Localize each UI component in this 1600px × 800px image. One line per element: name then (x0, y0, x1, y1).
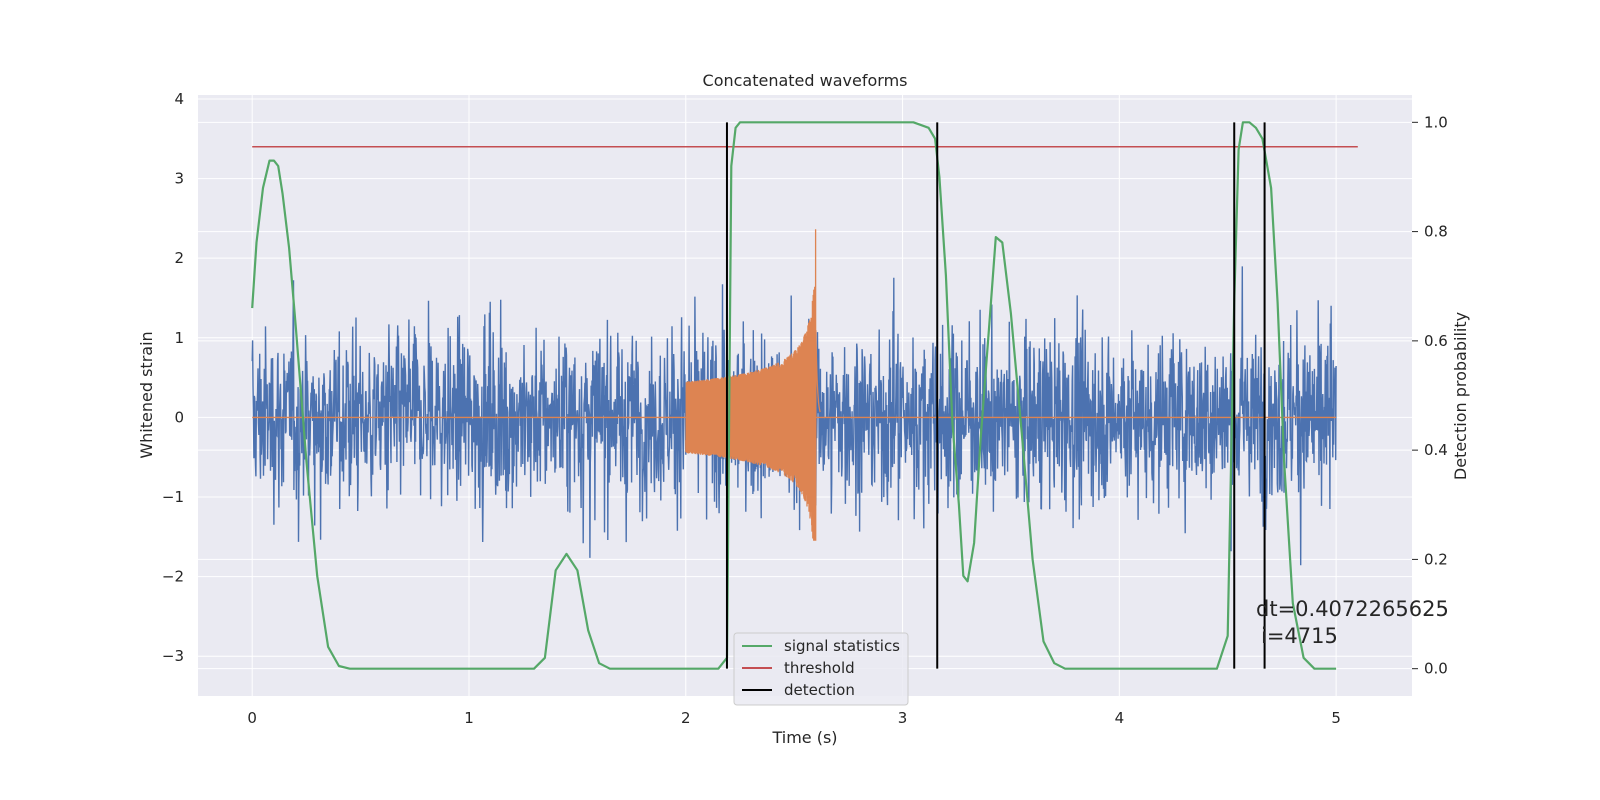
x-tick-label: 1 (464, 709, 474, 727)
y2-tick-label: 0.4 (1424, 441, 1448, 459)
tick-labels: 0 1 2 3 4 5 −3 −2 −1 0 1 2 3 4 0.0 0.2 0.4 0.6 0.8 1.0 (162, 90, 1448, 727)
y-tick-label: −2 (162, 568, 184, 586)
strain-line (251, 266, 1337, 566)
strain-series (251, 266, 1337, 566)
y-axis-label: Whitened strain (137, 331, 156, 458)
y-tick-label: 3 (174, 170, 184, 188)
y-tick-label: −1 (162, 488, 184, 506)
injection-chirp-line (685, 229, 821, 541)
legend-label-signal-statistics: signal statistics (784, 637, 900, 655)
y2-tick-label: 0.2 (1424, 550, 1448, 568)
y-tick-label: 4 (174, 90, 184, 108)
x-tick-label: 0 (247, 709, 257, 727)
x-tick-label: 4 (1115, 709, 1125, 727)
injected-chirp-series (252, 229, 1337, 541)
x-tick-label: 2 (681, 709, 691, 727)
legend-label-detection: detection (784, 681, 855, 699)
y2-axis-label: Detection probability (1451, 312, 1470, 480)
legend-box (733, 632, 909, 706)
x-tick-label: 5 (1331, 709, 1341, 727)
y2-tick-label: 0.6 (1424, 332, 1448, 350)
y2-tick-label: 0.8 (1424, 223, 1448, 241)
y2-tick-label: 0.0 (1424, 660, 1448, 678)
y-tick-label: −3 (162, 647, 184, 665)
legend: signal statistics threshold detection (733, 632, 909, 706)
y-tick-label: 0 (174, 408, 184, 426)
y-tick-label: 2 (174, 249, 184, 267)
x-axis-label: Time (s) (771, 728, 837, 747)
chart-title: Concatenated waveforms (703, 71, 908, 90)
annotation-i: i=4715 (1261, 624, 1338, 648)
detection-series (725, 122, 1266, 669)
x-tick-label: 3 (898, 709, 908, 727)
legend-label-threshold: threshold (784, 659, 855, 677)
annotation-dt: dt=0.4072265625 (1256, 597, 1449, 621)
y-tick-label: 1 (174, 329, 184, 347)
y2-tick-label: 1.0 (1424, 113, 1448, 131)
